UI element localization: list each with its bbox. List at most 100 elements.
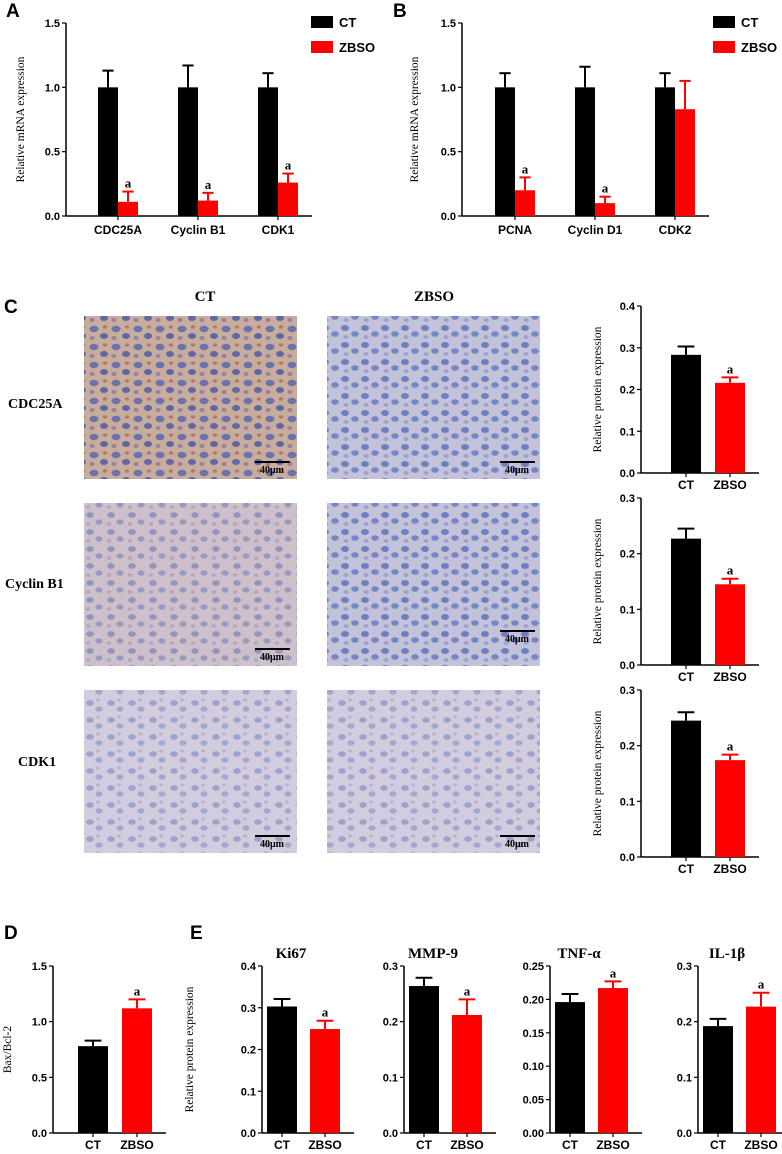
- y-tick-label: 0.15: [523, 1028, 544, 1040]
- bar: [675, 109, 695, 216]
- significance-mark: a: [602, 181, 609, 196]
- significance-mark: a: [125, 176, 132, 191]
- y-tick-label: 0.0: [677, 1128, 692, 1140]
- y-tick-label: 1.0: [32, 1017, 47, 1029]
- chart-c2: 0.0 0.1 0.2 0.3 Relative protein expression C…: [592, 493, 759, 684]
- y-axis-label: Relative protein expression: [592, 518, 604, 644]
- x-tick-label: CDC25A: [94, 223, 142, 237]
- legend-swatch-zbso: [713, 41, 735, 53]
- y-tick-label: 0.0: [32, 1128, 47, 1140]
- y-tick-label: 0.05: [523, 1095, 544, 1107]
- significance-mark: a: [727, 361, 734, 376]
- charts-layer: 0.0 0.5 1.0 1.5 Relative mRNA expression a CDC…: [2, 18, 782, 1152]
- y-tick-label: 0.0: [620, 468, 635, 480]
- y-tick-label: 1.0: [45, 82, 60, 94]
- panel-letter-b: B: [393, 1, 407, 22]
- legend-label-zbso: ZBSO: [741, 40, 777, 55]
- y-tick-label: 0.10: [523, 1061, 544, 1073]
- x-tick-label: CT: [416, 1138, 433, 1152]
- x-tick-label: CT: [678, 862, 695, 876]
- x-tick-label: ZBSO: [713, 862, 746, 876]
- y-tick-label: 0.0: [620, 660, 635, 672]
- bar: [655, 87, 675, 216]
- panel-letter-e: E: [190, 923, 203, 944]
- significance-mark: a: [134, 983, 141, 998]
- bar: [715, 584, 745, 665]
- y-tick-label: 0.1: [677, 1072, 692, 1084]
- y-axis-label: Relative protein expression: [592, 326, 604, 452]
- y-tick-label: 0.0: [620, 852, 635, 864]
- bar: [267, 1006, 297, 1133]
- y-tick-label: 0.2: [620, 741, 635, 753]
- chart-a: 0.0 0.5 1.0 1.5 Relative mRNA expression a CDC…: [15, 18, 312, 237]
- bar: [575, 87, 595, 216]
- y-tick-label: 0.0: [383, 1128, 398, 1140]
- y-tick-label: 1.5: [32, 961, 47, 973]
- x-tick-label: CT: [678, 670, 695, 684]
- micrograph-row-cdk1: CDK1: [18, 755, 56, 770]
- y-tick-label: 0.2: [677, 1017, 692, 1029]
- significance-mark: a: [285, 158, 292, 173]
- scale-bar-label: 40μm: [260, 839, 285, 850]
- chart-c3: 0.0 0.1 0.2 0.3 Relative protein expression C…: [592, 685, 759, 876]
- y-tick-label: 0.5: [441, 147, 456, 159]
- x-tick-label: Cyclin D1: [568, 223, 623, 237]
- y-tick-label: 0.1: [241, 1086, 256, 1098]
- y-tick-label: 0.0: [441, 211, 456, 223]
- chart-e3: 0.00 0.05 0.10 0.15 0.20 0.25 TNF-α CT a ZBSO: [523, 946, 642, 1152]
- significance-mark: a: [610, 965, 617, 980]
- y-tick-label: 0.3: [620, 343, 635, 355]
- bar: [703, 1026, 733, 1133]
- y-tick-label: 0.25: [523, 961, 544, 973]
- bar: [746, 1006, 776, 1133]
- x-tick-label: CT: [678, 478, 695, 492]
- y-tick-label: 0.2: [241, 1045, 256, 1057]
- y-tick-label: 0.4: [620, 301, 636, 313]
- significance-mark: a: [205, 177, 212, 192]
- x-tick-label: Cyclin B1: [171, 223, 226, 237]
- micrograph-cdc25a-ct: [84, 316, 297, 479]
- y-axis-label: Relative mRNA expression: [15, 56, 27, 182]
- y-tick-label: 0.5: [45, 147, 60, 159]
- chart-d: 0.0 0.5 1.0 1.5 Bax/Bcl-2 CT a ZBSO: [2, 961, 166, 1152]
- micrograph-cdk1-zbso: [327, 690, 540, 853]
- y-tick-label: 1.5: [45, 18, 60, 30]
- y-tick-label: 0.0: [45, 211, 60, 223]
- bar: [515, 190, 535, 216]
- micrograph-col-zbso: ZBSO: [414, 289, 454, 305]
- chart-title: TNF-α: [557, 946, 601, 962]
- y-tick-label: 0.00: [523, 1128, 544, 1140]
- bar: [78, 1046, 108, 1133]
- y-axis-label: Relative protein expression: [184, 986, 196, 1112]
- bar: [715, 382, 745, 473]
- bar: [595, 203, 615, 216]
- chart-title: MMP-9: [408, 946, 458, 962]
- y-tick-label: 0.4: [241, 961, 257, 973]
- x-tick-label: CT: [562, 1138, 579, 1152]
- legend-label-zbso: ZBSO: [339, 40, 375, 55]
- significance-mark: a: [464, 983, 471, 998]
- legend-swatch-zbso: [311, 41, 333, 53]
- legend-swatch-ct: [311, 16, 333, 28]
- y-tick-label: 0.0: [241, 1128, 256, 1140]
- panel-letter-a: A: [6, 1, 20, 22]
- x-tick-label: CT: [710, 1138, 727, 1152]
- micrograph-row-cdc25a: CDC25A: [8, 397, 63, 412]
- x-tick-label: CDK2: [659, 223, 692, 237]
- bar: [671, 538, 701, 665]
- y-tick-label: 0.2: [620, 549, 635, 561]
- y-tick-label: 0.1: [620, 796, 635, 808]
- panel-letter-d: D: [4, 923, 18, 944]
- y-tick-label: 0.1: [620, 604, 635, 616]
- y-tick-label: 0.3: [241, 1003, 256, 1015]
- x-tick-label: ZBSO: [596, 1138, 629, 1152]
- bar: [310, 1029, 340, 1133]
- y-tick-label: 0.2: [383, 1017, 398, 1029]
- y-tick-label: 0.3: [383, 961, 398, 973]
- x-tick-label: ZBSO: [744, 1138, 777, 1152]
- bar: [671, 354, 701, 473]
- legend-swatch-ct: [713, 16, 735, 28]
- y-axis-label: Bax/Bcl-2: [2, 1026, 14, 1074]
- chart-b: 0.0 0.5 1.0 1.5 Relative mRNA expression a PCN…: [409, 18, 709, 237]
- scale-bar-label: 40μm: [260, 465, 285, 476]
